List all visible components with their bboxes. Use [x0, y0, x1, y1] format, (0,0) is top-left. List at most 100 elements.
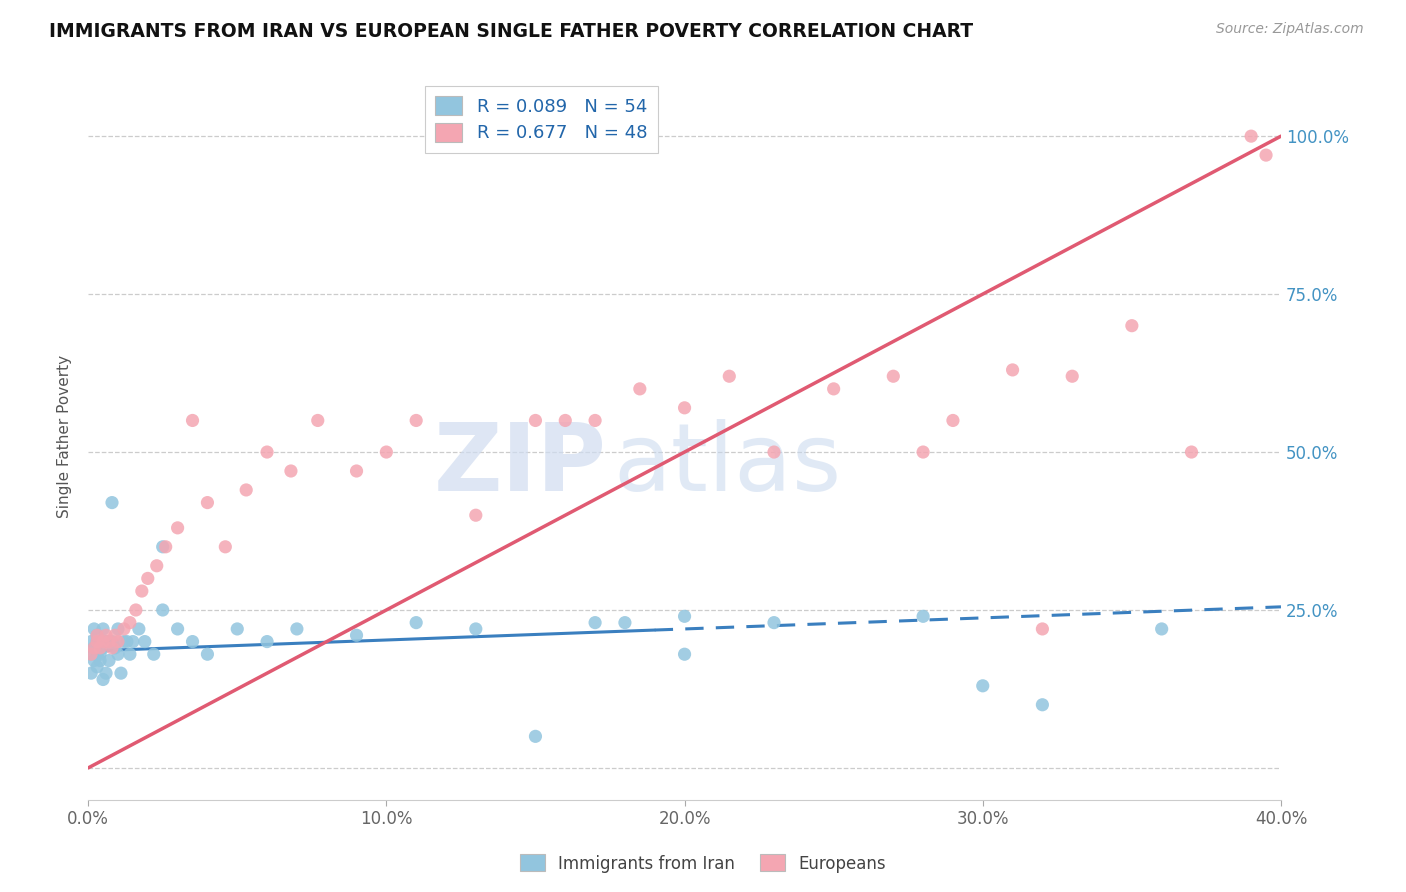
Point [80, 647, 103, 661]
Point [464, 508, 486, 523]
Point [1240, 129, 1263, 144]
Point [912, 445, 935, 459]
Point [101, 495, 124, 509]
Point [673, 647, 696, 661]
Point [118, 647, 141, 661]
Point [464, 622, 486, 636]
Point [131, 584, 153, 599]
Point [152, 540, 174, 554]
Point [1031, 622, 1053, 636]
Text: ZIP: ZIP [434, 419, 607, 511]
Point [166, 521, 188, 535]
Point [89, 634, 111, 648]
Point [107, 622, 129, 636]
Point [763, 445, 786, 459]
Point [118, 615, 141, 630]
Point [181, 413, 204, 427]
Point [1254, 148, 1277, 162]
Point [83, 640, 105, 655]
Point [155, 540, 177, 554]
Point [86, 628, 108, 642]
Point [107, 647, 129, 661]
Point [346, 628, 368, 642]
Point [613, 615, 636, 630]
Point [346, 464, 368, 478]
Point [91, 640, 114, 655]
Point [101, 640, 124, 655]
Point [83, 640, 105, 655]
Point [673, 609, 696, 624]
Point [214, 540, 236, 554]
Point [122, 634, 145, 648]
Point [136, 571, 159, 585]
Point [86, 634, 108, 648]
Point [1150, 622, 1173, 636]
Point [1180, 445, 1202, 459]
Point [89, 647, 111, 661]
Point [107, 634, 129, 648]
Point [145, 558, 167, 573]
Point [86, 628, 108, 642]
Point [80, 647, 103, 661]
Point [583, 413, 606, 427]
Point [882, 369, 904, 384]
Point [583, 615, 606, 630]
Text: Source: ZipAtlas.com: Source: ZipAtlas.com [1216, 22, 1364, 37]
Point [673, 401, 696, 415]
Legend: R = 0.089   N = 54, R = 0.677   N = 48: R = 0.089 N = 54, R = 0.677 N = 48 [425, 86, 658, 153]
Point [134, 634, 156, 648]
Point [628, 382, 651, 396]
Point [405, 413, 427, 427]
Point [554, 413, 576, 427]
Point [110, 666, 132, 681]
Point [823, 382, 845, 396]
Point [83, 654, 105, 668]
Text: IMMIGRANTS FROM IRAN VS EUROPEAN SINGLE FATHER POVERTY CORRELATION CHART: IMMIGRANTS FROM IRAN VS EUROPEAN SINGLE … [49, 22, 973, 41]
Point [91, 634, 114, 648]
Point [166, 622, 188, 636]
Point [197, 647, 219, 661]
Point [94, 628, 117, 642]
Point [91, 622, 114, 636]
Point [86, 660, 108, 674]
Point [256, 445, 278, 459]
Point [181, 634, 204, 648]
Point [524, 413, 547, 427]
Point [718, 369, 741, 384]
Point [285, 622, 308, 636]
Point [80, 666, 103, 681]
Point [94, 666, 117, 681]
Point [226, 622, 249, 636]
Point [972, 679, 994, 693]
Point [235, 483, 257, 497]
Point [98, 654, 121, 668]
Point [112, 634, 135, 648]
Point [912, 609, 935, 624]
Point [115, 634, 138, 648]
Point [375, 445, 398, 459]
Point [101, 634, 124, 648]
Y-axis label: Single Father Poverty: Single Father Poverty [58, 355, 72, 518]
Point [307, 413, 329, 427]
Point [86, 634, 108, 648]
Point [98, 634, 121, 648]
Point [128, 622, 150, 636]
Point [763, 615, 786, 630]
Point [1121, 318, 1143, 333]
Point [280, 464, 302, 478]
Point [89, 640, 111, 655]
Point [98, 634, 121, 648]
Point [104, 640, 127, 655]
Point [942, 413, 965, 427]
Point [1001, 363, 1024, 377]
Point [152, 603, 174, 617]
Text: atlas: atlas [613, 419, 841, 511]
Point [524, 729, 547, 743]
Point [197, 495, 219, 509]
Point [86, 647, 108, 661]
Point [125, 603, 148, 617]
Point [91, 673, 114, 687]
Point [405, 615, 427, 630]
Legend: Immigrants from Iran, Europeans: Immigrants from Iran, Europeans [513, 847, 893, 880]
Point [80, 634, 103, 648]
